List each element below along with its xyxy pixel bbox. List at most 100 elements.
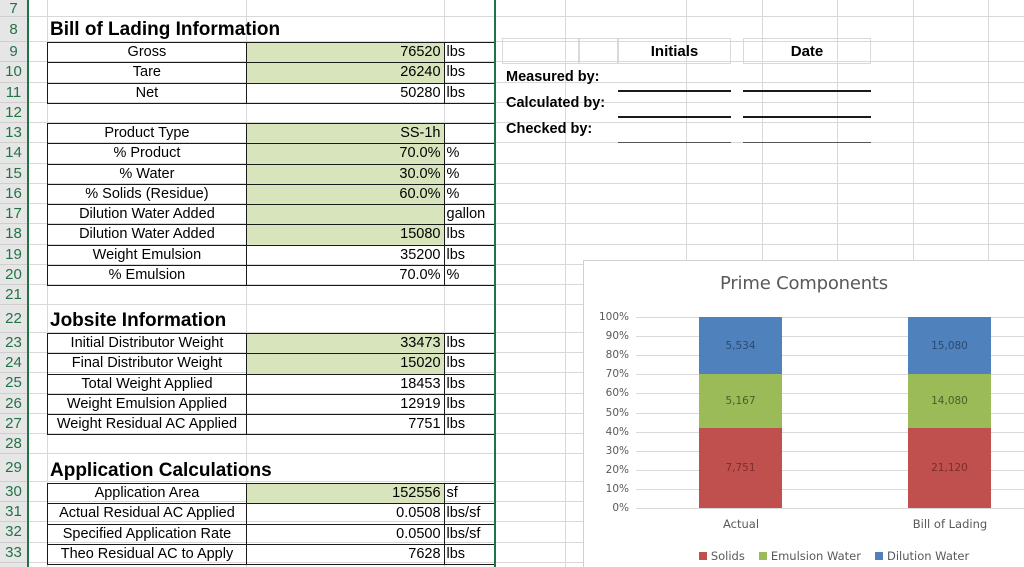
row-header[interactable]: 13 [0,123,27,144]
input-value-cell[interactable]: SS-1h [245,122,445,145]
row-header[interactable]: 26 [0,394,27,414]
measured-initials-field[interactable] [618,90,731,92]
unit-cell[interactable]: lbs [443,543,494,566]
input-value-cell[interactable]: 26240 [245,62,445,84]
row-label[interactable]: Net [47,82,247,104]
checked-initials-field[interactable] [618,142,731,143]
computed-value-cell[interactable]: 35200 [245,244,445,266]
row-header[interactable]: 16 [0,184,27,204]
input-value-cell[interactable]: 15080 [245,224,445,246]
unit-cell[interactable]: % [443,143,494,165]
unit-cell[interactable]: lbs/sf [443,523,494,545]
computed-value-cell[interactable]: 0.0500 [245,523,445,545]
row-label[interactable]: Product Type [47,122,247,145]
unit-cell[interactable]: lbs [443,373,494,395]
row-header[interactable]: 17 [0,204,27,225]
computed-value-cell[interactable]: 70.0% [245,264,445,287]
row-header[interactable]: 19 [0,245,27,265]
row-label[interactable]: % Product [47,143,247,165]
row-label[interactable]: Tare [47,62,247,84]
calculated-initials-field[interactable] [618,116,731,118]
legend-item[interactable]: Emulsion Water [758,549,861,563]
unit-cell[interactable]: gallon [443,203,494,226]
row-label[interactable]: % Water [47,163,247,185]
computed-value-cell[interactable]: 7628 [245,543,445,566]
unit-cell[interactable]: lbs [443,41,494,64]
row-header[interactable]: 7 [0,0,27,17]
input-value-cell[interactable] [245,203,445,226]
row-header[interactable]: 33 [0,543,27,563]
measured-date-field[interactable] [743,90,871,92]
computed-value-cell[interactable]: 0.0508 [245,503,445,525]
row-header[interactable]: 22 [0,305,27,333]
bar-segment[interactable]: 21,120 [908,427,991,508]
row-label[interactable]: Actual Residual AC Applied [47,503,247,525]
row-label[interactable]: % Emulsion [47,264,247,287]
input-value-cell[interactable]: 76520 [245,41,445,64]
row-label[interactable]: Dilution Water Added [47,203,247,226]
legend-item[interactable]: Solids [698,549,745,563]
unit-cell[interactable]: lbs [443,332,494,355]
unit-cell[interactable]: lbs [443,244,494,266]
computed-value-cell[interactable]: 12919 [245,393,445,416]
row-header[interactable]: 21 [0,285,27,306]
stacked-bar[interactable]: 21,120 14,080 15,080 [908,317,991,508]
unit-cell[interactable]: lbs [443,413,494,436]
input-value-cell[interactable]: 30.0% [245,163,445,185]
unit-cell[interactable]: lbs [443,82,494,104]
computed-value-cell[interactable]: 18453 [245,373,445,395]
row-label[interactable]: Weight Emulsion Applied [47,393,247,416]
row-label[interactable]: Initial Distributor Weight [47,332,247,355]
row-header[interactable]: 18 [0,224,27,245]
bar-segment[interactable]: 5,167 [699,374,782,428]
unit-cell[interactable] [443,122,494,145]
input-value-cell[interactable]: 60.0% [245,183,445,206]
unit-cell[interactable]: lbs [443,62,494,84]
row-header[interactable]: 28 [0,434,27,455]
input-value-cell[interactable]: 33473 [245,332,445,355]
row-header[interactable]: 9 [0,42,27,63]
unit-cell[interactable]: lbs [443,353,494,375]
computed-value-cell[interactable]: 7751 [245,413,445,436]
input-value-cell[interactable]: 70.0% [245,143,445,165]
bar-segment[interactable]: 14,080 [908,374,991,428]
checked-date-field[interactable] [743,142,871,143]
computed-value-cell[interactable]: 50280 [245,82,445,104]
row-label[interactable]: Total Weight Applied [47,373,247,395]
row-header[interactable]: 8 [0,17,27,42]
row-header[interactable]: 32 [0,522,27,543]
row-header[interactable]: 10 [0,62,27,83]
unit-cell[interactable]: lbs [443,393,494,416]
unit-cell[interactable]: % [443,163,494,185]
row-label[interactable]: Specified Application Rate [47,523,247,545]
row-header[interactable]: 30 [0,482,27,502]
bar-segment[interactable]: 7,751 [699,427,782,508]
unit-cell[interactable]: % [443,183,494,206]
row-label[interactable]: Gross [47,41,247,64]
row-label[interactable]: Final Distributor Weight [47,353,247,375]
row-header[interactable]: 31 [0,502,27,523]
input-value-cell[interactable]: 15020 [245,353,445,375]
unit-cell[interactable]: lbs [443,224,494,246]
row-header[interactable]: 27 [0,414,27,434]
row-header[interactable]: 20 [0,265,27,285]
row-header[interactable]: 24 [0,353,27,374]
row-header[interactable]: 25 [0,373,27,394]
unit-cell[interactable]: sf [443,482,494,505]
row-header[interactable]: 15 [0,164,27,184]
row-label[interactable]: Dilution Water Added [47,224,247,246]
row-header[interactable]: 12 [0,103,27,123]
row-label[interactable]: Weight Residual AC Applied [47,413,247,436]
stacked-bar[interactable]: 7,751 5,167 5,534 [699,317,782,508]
row-label[interactable]: % Solids (Residue) [47,183,247,206]
row-label[interactable]: Application Area [47,482,247,505]
calculated-date-field[interactable] [743,116,871,118]
row-label[interactable]: Theo Residual AC to Apply [47,543,247,566]
row-label[interactable]: Weight Emulsion [47,244,247,266]
row-header[interactable]: 14 [0,143,27,164]
row-header[interactable]: 23 [0,333,27,353]
bar-segment[interactable]: 15,080 [908,317,991,375]
unit-cell[interactable]: % [443,264,494,287]
prime-components-chart[interactable]: Prime Components 0% 10% 20% 30% 40% 50% 60% 70%… [583,260,1024,567]
bar-segment[interactable]: 5,534 [699,317,782,375]
